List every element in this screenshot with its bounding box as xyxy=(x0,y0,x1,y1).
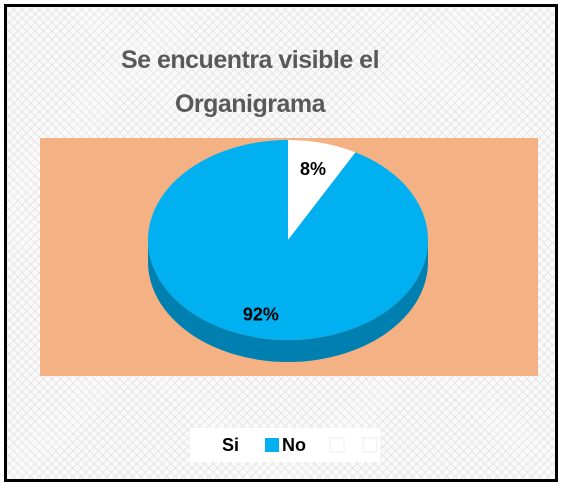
legend-label: Si xyxy=(222,435,239,455)
data-label: 92% xyxy=(243,304,279,324)
legend-label: No xyxy=(282,435,306,455)
legend-swatch xyxy=(205,438,219,452)
pie-side xyxy=(148,240,428,362)
legend-box xyxy=(190,428,380,462)
data-label: 8% xyxy=(300,159,326,179)
pie-slice xyxy=(148,140,429,340)
pie-slice xyxy=(288,140,356,240)
legend-swatch-empty xyxy=(329,437,345,453)
legend-swatch-empty xyxy=(362,437,378,453)
chart-title: Se encuentra visible el Organigrama xyxy=(120,46,380,118)
legend-swatch xyxy=(265,438,279,452)
